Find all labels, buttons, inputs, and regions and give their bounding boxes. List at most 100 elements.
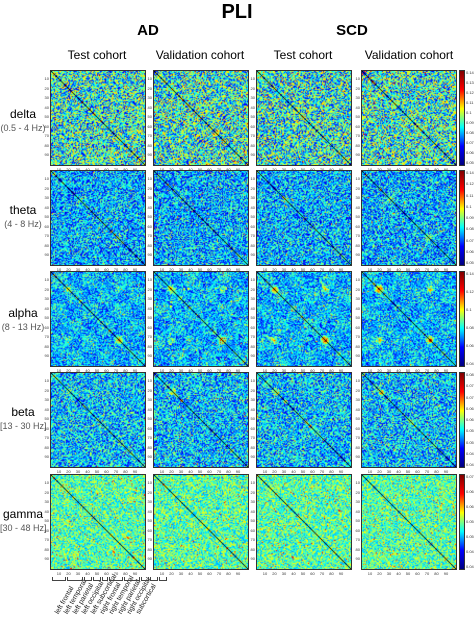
matrix-heatmap: [154, 373, 248, 467]
y-tick-label: 70: [355, 133, 360, 138]
y-tick-label: 80: [44, 142, 49, 148]
matrix-delta-ad-validation: [153, 70, 249, 166]
x-tick-label: 40: [291, 571, 296, 576]
y-tick-label: 90: [147, 152, 152, 157]
x-tick-label: 10: [262, 368, 268, 373]
x-tick-label: 90: [235, 469, 241, 474]
y-tick-label: 90: [250, 556, 255, 561]
band-freq-beta: [13 - 30 Hz]: [0, 421, 47, 431]
y-tick-label: 40: [250, 204, 255, 210]
y-tick-label: 90: [44, 252, 49, 257]
x-tick-label: 60: [310, 571, 315, 576]
band-label-gamma: gamma: [2, 507, 43, 521]
y-tick-label: 40: [355, 305, 360, 311]
y-tick-label: 60: [147, 324, 152, 330]
y-tick-label: 30: [147, 95, 152, 100]
x-tick-label: 60: [207, 469, 212, 474]
matrix-theta-scd-validation: [361, 170, 457, 266]
y-tick-label: 50: [44, 114, 49, 119]
y-tick-label: 10: [147, 76, 152, 81]
y-tick-label: 90: [44, 454, 49, 459]
y-tick-label: 50: [147, 315, 152, 320]
x-tick-label: 40: [291, 267, 296, 272]
y-tick-label: 20: [250, 489, 255, 495]
y-tick-label: 30: [44, 397, 49, 402]
colorbar-tick-label: 0.08: [466, 372, 474, 377]
y-tick-label: 40: [250, 305, 255, 311]
colorbar-tick-label: 0.14: [466, 271, 474, 276]
y-tick-label: 90: [250, 252, 255, 257]
x-tick-label: 20: [169, 267, 174, 272]
x-tick-label: 40: [396, 267, 401, 272]
x-tick-label: 90: [443, 469, 449, 474]
column-label-ad-test: Test cohort: [67, 48, 127, 62]
x-tick-label: 50: [405, 368, 411, 373]
colorbar-tick-label: 0.07: [466, 140, 474, 145]
x-tick-label: 50: [405, 267, 411, 272]
y-tick-label: 60: [250, 324, 255, 330]
colorbar-gamma: [459, 474, 465, 570]
y-tick-label: 60: [44, 123, 49, 129]
y-tick-label: 50: [250, 518, 255, 523]
colorbar-tick-label: 0.06: [466, 504, 474, 509]
matrix-heatmap: [257, 373, 351, 467]
colorbar-tick-label: 0.05: [466, 160, 474, 165]
x-tick-label: 40: [85, 469, 90, 474]
y-tick-label: 80: [147, 444, 152, 450]
x-tick-label: 90: [443, 368, 449, 373]
y-tick-label: 20: [147, 489, 152, 495]
x-tick-label: 80: [226, 267, 231, 272]
y-tick-label: 40: [44, 508, 49, 514]
y-tick-label: 10: [355, 480, 360, 485]
region-bracket: [109, 577, 123, 581]
y-tick-label: 50: [250, 315, 255, 320]
column-label-ad-validation: Validation cohort: [155, 48, 245, 62]
x-tick-label: 20: [169, 368, 174, 373]
x-tick-label: 70: [216, 267, 222, 272]
x-tick-label: 50: [300, 167, 306, 172]
x-tick-label: 60: [310, 469, 315, 474]
y-tick-label: 30: [44, 499, 49, 504]
x-tick-label: 40: [396, 167, 401, 172]
y-tick-label: 80: [355, 444, 360, 450]
region-bracket: [159, 577, 167, 581]
x-tick-label: 80: [226, 368, 231, 373]
matrix-alpha-ad-test: [50, 271, 146, 367]
x-tick-label: 40: [188, 267, 193, 272]
x-tick-label: 70: [216, 571, 222, 576]
colorbar-tick-label: 0.14: [466, 70, 474, 75]
x-tick-label: 50: [197, 167, 203, 172]
y-tick-label: 30: [147, 296, 152, 301]
colorbar-tick-label: 0.07: [466, 237, 474, 243]
x-tick-label: 80: [329, 469, 334, 474]
x-tick-label: 50: [197, 469, 203, 474]
y-tick-label: 70: [250, 435, 255, 440]
matrix-heatmap: [257, 272, 351, 366]
x-tick-label: 30: [178, 267, 184, 272]
y-tick-label: 80: [355, 343, 360, 349]
y-tick-label: 60: [147, 527, 152, 533]
x-tick-label: 90: [132, 368, 138, 373]
y-tick-label: 40: [44, 104, 49, 110]
y-tick-label: 70: [44, 334, 49, 339]
colorbar-tick-label: 0.06: [466, 417, 474, 422]
x-tick-label: 50: [94, 571, 100, 576]
y-tick-label: 60: [44, 324, 49, 330]
y-tick-label: 60: [44, 527, 49, 533]
x-tick-label: 80: [329, 167, 334, 172]
region-bracket: [150, 577, 158, 581]
column-label-scd-test: Test cohort: [273, 48, 333, 62]
x-tick-label: 10: [159, 267, 165, 272]
y-tick-label: 10: [147, 277, 152, 282]
y-tick-label: 50: [44, 214, 49, 219]
y-tick-label: 40: [355, 508, 360, 514]
x-tick-label: 90: [235, 167, 241, 172]
band-freq-theta: (4 - 8 Hz): [4, 219, 42, 229]
y-tick-label: 60: [250, 223, 255, 229]
y-tick-label: 40: [355, 406, 360, 412]
y-tick-label: 30: [355, 95, 360, 100]
x-tick-label: 30: [386, 571, 392, 576]
band-freq-delta: (0.5 - 4 Hz): [0, 123, 46, 133]
x-tick-label: 30: [281, 469, 287, 474]
band-label-theta: theta: [9, 203, 37, 217]
